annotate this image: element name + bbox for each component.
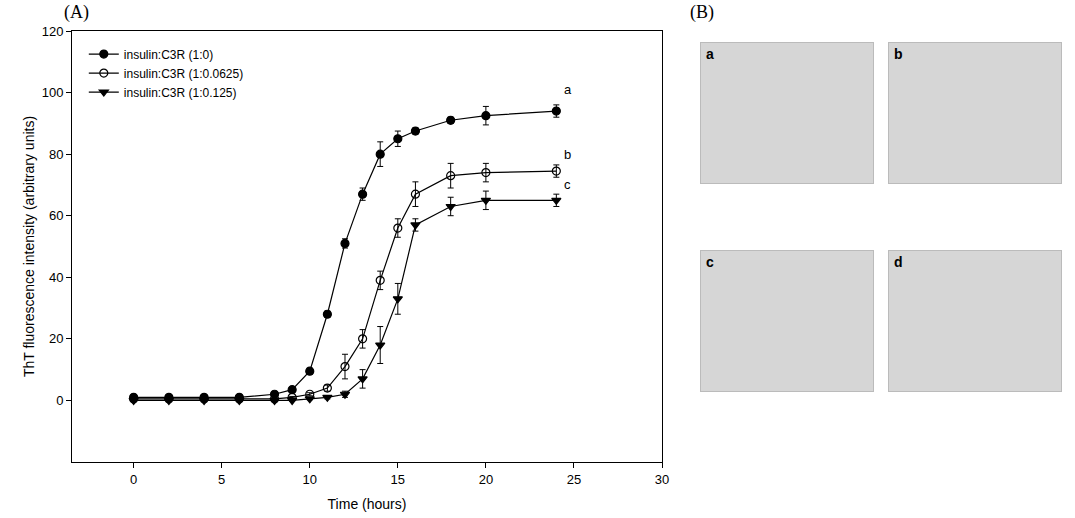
html-text:(A): (A) [64,2,89,22]
svg-text:40: 40 [49,270,63,285]
html-text:d: d [894,254,903,270]
svg-text:25: 25 [567,472,581,487]
svg-text:ThT fluorescence intensity (ar: ThT fluorescence intensity (arbitrary un… [21,116,37,377]
svg-text:Time (hours): Time (hours) [328,496,407,512]
svg-text:0: 0 [130,472,137,487]
svg-text:insulin:C3R (1:0.125): insulin:C3R (1:0.125) [124,86,237,100]
svg-text:0: 0 [56,393,63,408]
svg-text:80: 80 [49,147,63,162]
svg-text:20: 20 [479,472,493,487]
svg-text:b: b [564,147,571,162]
html-text:(B): (B) [690,2,714,22]
svg-text:a: a [564,82,572,97]
svg-text:120: 120 [42,24,64,39]
html-text:a: a [706,46,714,62]
svg-text:30: 30 [655,472,669,487]
svg-text:20: 20 [49,331,63,346]
html-text:b: b [894,46,903,62]
svg-text:10: 10 [303,472,317,487]
svg-text:insulin:C3R (1:0): insulin:C3R (1:0) [124,48,213,62]
svg-text:c: c [564,177,571,192]
svg-text:100: 100 [42,85,64,100]
html-text:c: c [706,254,714,270]
svg-text:60: 60 [49,208,63,223]
svg-text:insulin:C3R (1:0.0625): insulin:C3R (1:0.0625) [124,67,243,81]
svg-text:15: 15 [391,472,405,487]
svg-text:5: 5 [218,472,225,487]
